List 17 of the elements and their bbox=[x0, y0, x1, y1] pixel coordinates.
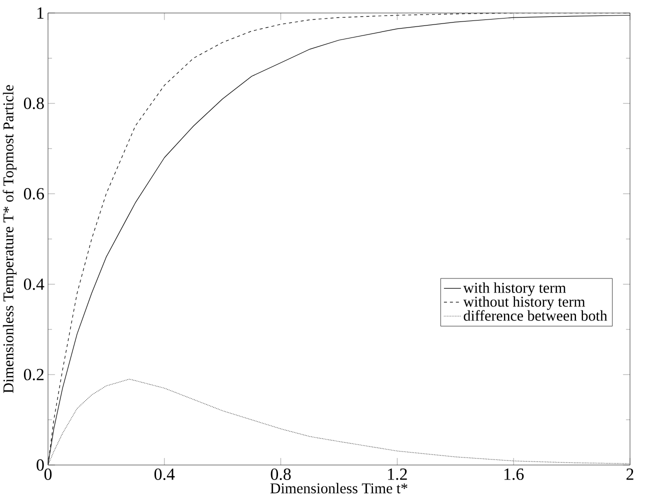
y-tick-label: 0.4 bbox=[24, 278, 44, 290]
y-tick-label: 0 bbox=[36, 459, 44, 471]
x-tick-label: 0.8 bbox=[270, 468, 291, 480]
y-tick-label: 0.6 bbox=[24, 188, 44, 200]
y-tick-label: 1 bbox=[37, 7, 44, 19]
x-axis-title: Dimensionless Time t* bbox=[270, 482, 408, 494]
x-tick-label: 1.6 bbox=[504, 468, 524, 480]
legend-label: without history term bbox=[463, 296, 586, 310]
x-tick-label: 0 bbox=[44, 468, 52, 480]
legend-label: difference between both bbox=[464, 310, 608, 321]
y-tick-label: 0.8 bbox=[24, 98, 44, 110]
x-tick-label: 0.4 bbox=[154, 468, 175, 480]
x-tick-label: 1.2 bbox=[388, 468, 407, 480]
x-tick-label: 2 bbox=[626, 468, 634, 480]
y-axis-title: Dimensionless Temperature T* of Topmost Particle bbox=[2, 85, 16, 393]
y-tick-label: 0.2 bbox=[24, 368, 44, 380]
legend-label: with history term bbox=[463, 282, 566, 296]
